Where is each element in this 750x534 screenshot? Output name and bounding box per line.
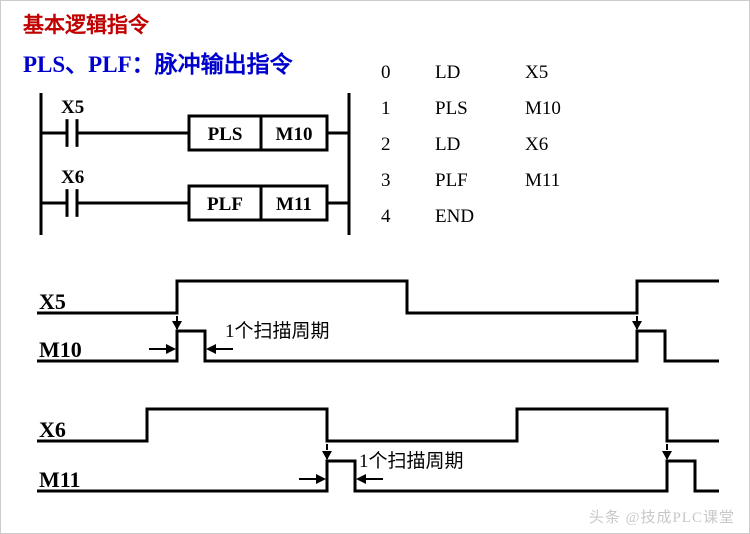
instruction-step: 0 (381, 62, 435, 84)
instruction-opcode: PLS (435, 98, 525, 120)
instruction-step: 1 (381, 98, 435, 120)
title-sub-rest: 脉冲输出指令 (155, 52, 293, 77)
instruction-opcode: LD (435, 134, 525, 156)
instruction-device: X6 (525, 134, 595, 156)
instruction-opcode: LD (435, 62, 525, 84)
svg-text:X5: X5 (61, 97, 84, 118)
svg-text:PLS: PLS (208, 124, 243, 145)
ladder-diagram: X5 PLS M10 X6 PLF M11 (29, 85, 359, 245)
svg-text:M10: M10 (39, 337, 82, 362)
svg-text:X6: X6 (39, 417, 66, 442)
instruction-opcode: PLF (435, 170, 525, 192)
svg-text:X5: X5 (39, 289, 66, 314)
svg-text:M11: M11 (39, 467, 81, 492)
svg-text:1个扫描周期: 1个扫描周期 (225, 320, 330, 342)
svg-text:X6: X6 (61, 167, 84, 188)
instruction-row: 0LDX5 (381, 55, 595, 91)
svg-text:1个扫描周期: 1个扫描周期 (359, 450, 464, 472)
instruction-device: M10 (525, 98, 595, 120)
instruction-step: 4 (381, 206, 435, 228)
instruction-row: 2LDX6 (381, 127, 595, 163)
instruction-list: 0LDX51PLSM102LDX63PLFM114END (381, 55, 595, 235)
instruction-row: 3PLFM11 (381, 163, 595, 199)
title-main: 基本逻辑指令 (23, 9, 727, 39)
svg-text:PLF: PLF (207, 194, 243, 215)
title-sub-prefix: PLS、PLF： (23, 52, 155, 77)
title-sub: PLS、PLF：脉冲输出指令 (23, 45, 727, 79)
instruction-row: 1PLSM10 (381, 91, 595, 127)
watermark: 头条 @技成PLC课堂 (589, 506, 735, 527)
svg-text:M10: M10 (276, 124, 313, 145)
timing-diagram: X5 M10 1个扫描周期 X6 M11 1个扫描周期 (27, 269, 727, 525)
instruction-opcode: END (435, 206, 525, 228)
instruction-step: 2 (381, 134, 435, 156)
instruction-step: 3 (381, 170, 435, 192)
instruction-row: 4END (381, 199, 595, 235)
instruction-device: X5 (525, 62, 595, 84)
svg-text:M11: M11 (276, 194, 312, 215)
instruction-device: M11 (525, 170, 595, 192)
